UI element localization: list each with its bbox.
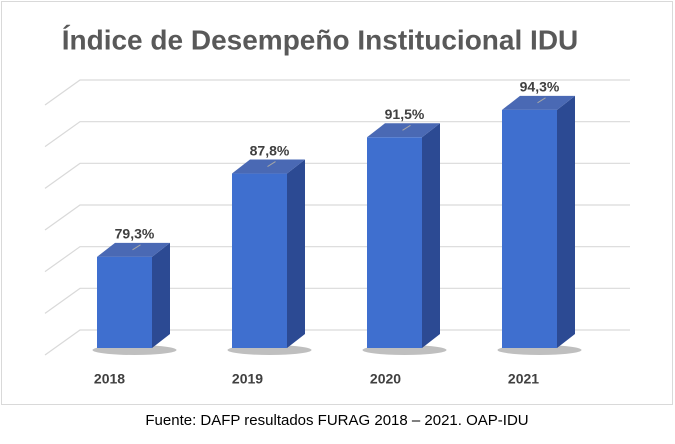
chart-title: Índice de Desempeño Institucional IDU <box>62 24 579 55</box>
bar-top <box>97 242 170 257</box>
grid-line <box>44 121 630 148</box>
bar <box>502 109 557 348</box>
grid-line <box>44 204 630 231</box>
bar <box>232 173 287 348</box>
x-tick-label: 2018 <box>94 371 125 387</box>
grid-line <box>44 329 630 356</box>
value-label: 87,8% <box>250 142 290 158</box>
value-label: 94,3% <box>520 79 560 95</box>
grid-line <box>44 162 630 189</box>
value-label: 91,5% <box>385 106 425 122</box>
grid-line <box>44 287 630 314</box>
grid-line <box>44 79 630 106</box>
label-leader <box>267 161 276 167</box>
bar-side <box>557 95 575 348</box>
source-note: Fuente: DAFP resultados FURAG 2018 – 202… <box>145 412 528 429</box>
bar-side <box>152 242 170 348</box>
bar-top <box>232 159 305 174</box>
x-tick-label: 2019 <box>232 371 263 387</box>
value-label: 79,3% <box>115 226 155 242</box>
grid-line <box>44 246 630 273</box>
bar <box>97 256 152 348</box>
label-leader <box>537 97 546 104</box>
bar <box>367 137 422 348</box>
bar-top <box>502 95 575 110</box>
label-leader <box>402 124 411 131</box>
bar-top <box>367 123 440 138</box>
bar-side <box>422 123 440 348</box>
x-tick-label: 2021 <box>508 371 539 387</box>
bar-side <box>287 159 305 348</box>
label-leader <box>132 244 141 251</box>
x-tick-label: 2020 <box>370 371 401 387</box>
